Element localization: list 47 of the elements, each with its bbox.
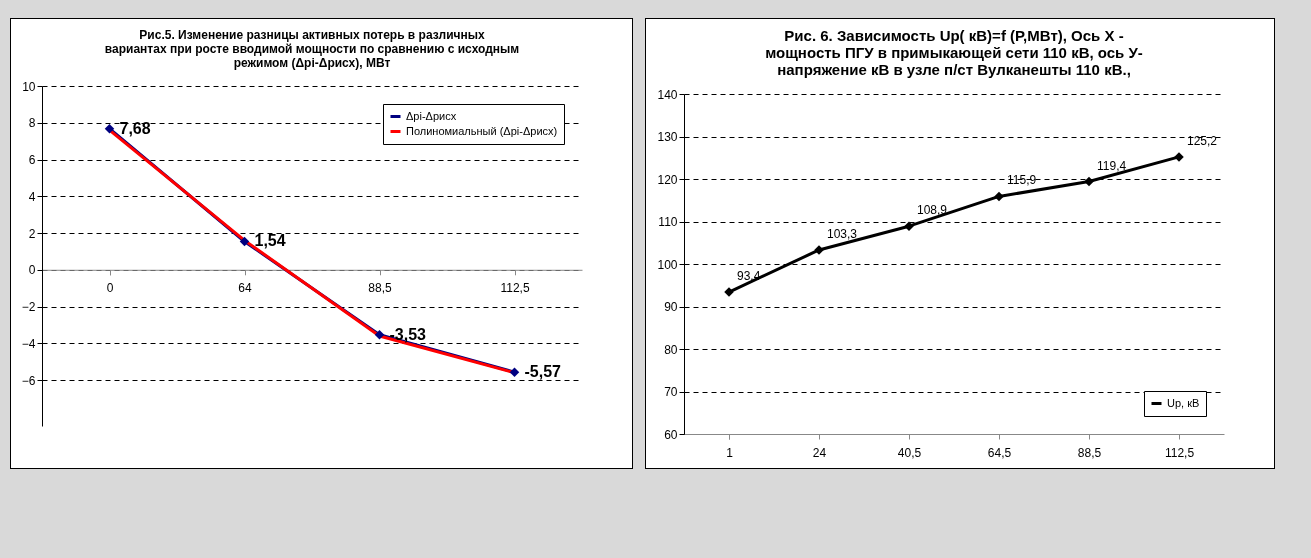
x-tick-label: 1: [726, 445, 734, 460]
data-label: -3,53: [389, 325, 427, 343]
y-tick-label: 70: [664, 385, 678, 399]
legend-label: Δpi-Δpисх: [406, 109, 457, 122]
point: [104, 123, 115, 134]
y-tick-label: −4: [21, 336, 36, 351]
data-label: 108,9: [917, 203, 948, 218]
x-tick-label: 64: [238, 281, 252, 296]
x-tick-label: 88,5: [368, 281, 392, 296]
y-tick-label: 120: [657, 172, 678, 187]
data-label: 119,4: [1097, 158, 1127, 173]
y-tick-label: 60: [664, 427, 678, 442]
y-tick-label: 4: [28, 189, 36, 204]
y-tick-label: −2: [21, 300, 36, 315]
data-label: -5,57: [524, 363, 562, 381]
x-tick-label: 0: [106, 281, 114, 296]
y-tick-label: 110: [658, 215, 678, 229]
x-tick-label: 88,5: [1077, 445, 1102, 460]
y-tick-label: 80: [664, 342, 678, 357]
legend-label: Полиномиальный (Δpi-Δpисх): [406, 124, 558, 137]
data-label: 103,3: [827, 226, 858, 241]
y-tick-label: 90: [664, 300, 678, 314]
legend-label: Up, кВ: [1167, 396, 1200, 409]
data-label: 93,4: [737, 269, 761, 284]
y-tick-label: 2: [28, 226, 36, 241]
chart-title: Рис. 6. Зависимость Up( кВ)=f (P,МВт), Ось X - мощность ПГУ в примыкающей сети 110 кВ, ось У- напряжение кВ в узле п/ст Вулканешты 110 кВ.,: [765, 27, 1143, 78]
point: [239, 236, 250, 247]
y-tick-label: 10: [22, 79, 36, 94]
y-tick-label: 130: [657, 130, 678, 144]
data-label: 125,2: [1187, 133, 1218, 148]
y-tick-label: −6: [21, 373, 36, 388]
point: [1084, 176, 1094, 187]
chart-title: Рис.5. Изменение разницы активных потерь в различных вариантах при росте вводимой мощности по сравнению с исходным режимом (Δpi-Δpисх), МВт: [104, 28, 520, 70]
x-tick-label: 112,5: [1164, 445, 1195, 460]
y-tick-label: 0: [28, 263, 36, 278]
y-tick-label: 6: [28, 153, 36, 168]
x-tick-label: 24: [812, 445, 827, 460]
point: [374, 329, 385, 340]
x-tick-label: 112,5: [500, 281, 530, 296]
y-tick-label: 8: [28, 116, 36, 131]
point: [994, 191, 1004, 202]
y-tick-label: 140: [657, 87, 678, 102]
x-tick-label: 64,5: [987, 445, 1012, 460]
data-label: 1,54: [254, 232, 286, 250]
y-tick-label: 100: [657, 257, 678, 272]
x-tick-label: 40,5: [897, 445, 922, 460]
point: [509, 367, 520, 377]
